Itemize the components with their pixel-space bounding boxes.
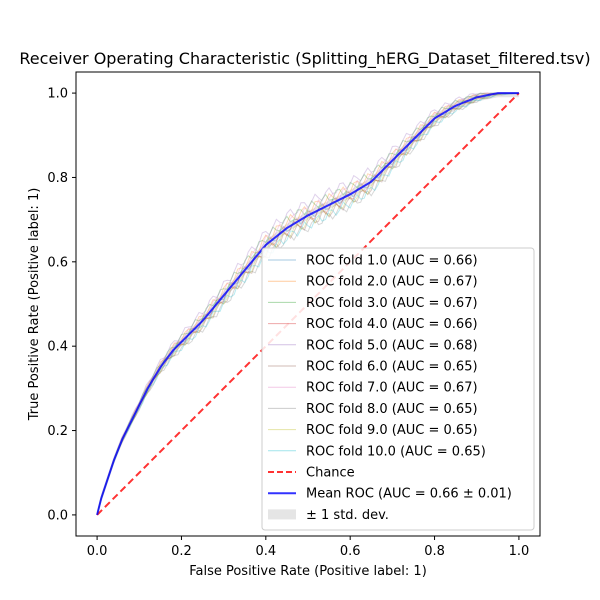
x-tick-label: 0.6: [340, 544, 361, 559]
legend-entry: ± 1 std. dev.: [268, 508, 389, 523]
legend-entry: ROC fold 9.0 (AUC = 0.65): [268, 423, 478, 438]
chart-title: Receiver Operating Characteristic (Split…: [19, 49, 590, 69]
y-tick-label: 0.4: [47, 340, 68, 355]
fold-curve-5: [96, 92, 519, 516]
y-tick-label: 0.2: [47, 424, 68, 439]
legend-entry: ROC fold 2.0 (AUC = 0.67): [268, 275, 478, 290]
legend-entry: ROC fold 8.0 (AUC = 0.65): [268, 402, 478, 417]
legend-label: ROC fold 4.0 (AUC = 0.66): [306, 317, 478, 332]
legend-entry: ROC fold 4.0 (AUC = 0.66): [268, 317, 478, 332]
mean-layer: [96, 92, 519, 516]
legend-entry: ROC fold 5.0 (AUC = 0.68): [268, 338, 478, 353]
legend-label: ROC fold 1.0 (AUC = 0.66): [306, 254, 478, 269]
x-tick-label: 1.0: [509, 544, 530, 559]
mean-roc-curve: [96, 92, 519, 516]
legend-box: [261, 247, 535, 531]
legend-label: ROC fold 3.0 (AUC = 0.67): [306, 296, 478, 311]
legend-label: Chance: [306, 466, 355, 481]
y-tick-label: 0.6: [47, 255, 68, 270]
legend: ROC fold 1.0 (AUC = 0.66) ROC fold 2.0 (A…: [261, 247, 535, 531]
legend-label: Mean ROC (AUC = 0.66 ± 0.01): [306, 487, 512, 502]
legend-label: ROC fold 10.0 (AUC = 0.65): [306, 444, 486, 459]
legend-entry: ROC fold 3.0 (AUC = 0.67): [268, 296, 478, 311]
legend-entry: Chance: [268, 466, 355, 481]
x-tick-label: 0.4: [255, 544, 276, 559]
x-tick-label: 0.2: [171, 544, 192, 559]
legend-swatch: [268, 509, 296, 520]
y-tick-label: 0.8: [47, 171, 68, 186]
fold-curve-8: [96, 92, 519, 516]
y-axis-label: True Positive Rate (Positive label: 1): [27, 188, 42, 422]
y-tick-label: 0.0: [47, 508, 68, 523]
legend-label: ± 1 std. dev.: [306, 508, 389, 523]
legend-label: ROC fold 5.0 (AUC = 0.68): [306, 338, 478, 353]
plot-frame: [75, 71, 541, 537]
fold-curve-3: [96, 92, 519, 516]
x-axis-label: False Positive Rate (Positive label: 1): [189, 564, 427, 579]
legend-label: ROC fold 2.0 (AUC = 0.67): [306, 275, 478, 290]
legend-label: ROC fold 6.0 (AUC = 0.65): [306, 360, 478, 375]
fold-curve-10: [96, 92, 519, 516]
legend-entry: ROC fold 10.0 (AUC = 0.65): [268, 444, 486, 459]
x-tick-label: 0.8: [424, 544, 445, 559]
legend-entry: Mean ROC (AUC = 0.66 ± 0.01): [268, 487, 512, 502]
y-tick-label: 1.0: [47, 87, 68, 102]
x-axis-ticks: 0.0 0.2 0.4 0.6 0.8 1.0: [87, 536, 530, 559]
y-axis-ticks: 0.0 0.2 0.4 0.6 0.8 1.0: [47, 87, 76, 523]
legend-entry: ROC fold 7.0 (AUC = 0.67): [268, 381, 478, 396]
legend-entry: ROC fold 1.0 (AUC = 0.66): [268, 254, 478, 269]
legend-label: ROC fold 7.0 (AUC = 0.67): [306, 381, 478, 396]
legend-label: ROC fold 8.0 (AUC = 0.65): [306, 402, 478, 417]
x-tick-label: 0.0: [87, 544, 108, 559]
legend-entry: ROC fold 6.0 (AUC = 0.65): [268, 360, 478, 375]
legend-label: ROC fold 9.0 (AUC = 0.65): [306, 423, 478, 438]
